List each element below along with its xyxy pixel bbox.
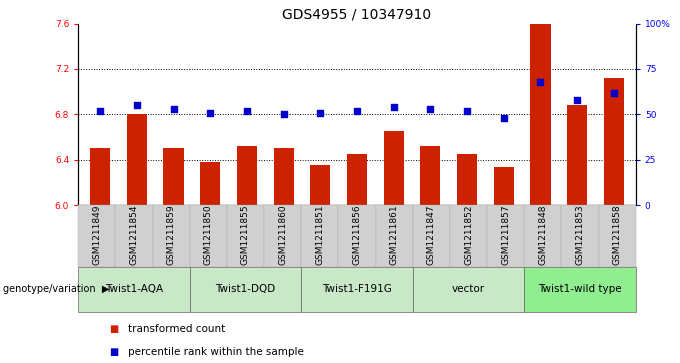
- Point: [352, 108, 362, 114]
- Bar: [126, 114, 147, 205]
- Point: [241, 108, 252, 114]
- Text: Twist1-DQD: Twist1-DQD: [216, 285, 275, 294]
- Bar: [494, 167, 514, 205]
- Text: Twist1-F191G: Twist1-F191G: [322, 285, 392, 294]
- Point: [609, 90, 619, 95]
- Title: GDS4955 / 10347910: GDS4955 / 10347910: [282, 7, 432, 21]
- Text: GSM1211856: GSM1211856: [352, 204, 362, 265]
- Bar: [163, 148, 184, 205]
- Text: GSM1211861: GSM1211861: [390, 204, 398, 265]
- Point: [95, 108, 105, 114]
- Bar: [90, 148, 110, 205]
- Point: [388, 104, 399, 110]
- Text: GSM1211854: GSM1211854: [129, 204, 139, 265]
- Bar: [457, 154, 477, 205]
- Bar: [237, 146, 257, 205]
- Text: Twist1-AQA: Twist1-AQA: [105, 285, 163, 294]
- Point: [462, 108, 473, 114]
- Text: GSM1211850: GSM1211850: [204, 204, 213, 265]
- Text: GSM1211860: GSM1211860: [278, 204, 287, 265]
- Bar: [310, 166, 330, 205]
- Text: GSM1211848: GSM1211848: [539, 204, 547, 265]
- Bar: [530, 24, 551, 205]
- Bar: [384, 131, 404, 205]
- Point: [535, 79, 546, 85]
- Bar: [347, 154, 367, 205]
- Bar: [273, 148, 294, 205]
- Point: [572, 97, 583, 103]
- Bar: [567, 105, 588, 205]
- Text: genotype/variation  ▶: genotype/variation ▶: [3, 285, 109, 294]
- Bar: [604, 78, 624, 205]
- Text: GSM1211855: GSM1211855: [241, 204, 250, 265]
- Text: vector: vector: [452, 285, 485, 294]
- Text: GSM1211858: GSM1211858: [613, 204, 622, 265]
- Point: [425, 106, 436, 112]
- Point: [168, 106, 179, 112]
- Text: transformed count: transformed count: [128, 323, 225, 334]
- Point: [315, 110, 326, 115]
- Point: [205, 110, 216, 115]
- Point: [278, 111, 289, 117]
- Point: [131, 102, 142, 108]
- Text: GSM1211847: GSM1211847: [427, 204, 436, 265]
- Point: [498, 115, 509, 121]
- Text: GSM1211857: GSM1211857: [501, 204, 510, 265]
- Bar: [200, 162, 220, 205]
- Bar: [420, 146, 441, 205]
- Text: GSM1211852: GSM1211852: [464, 204, 473, 265]
- Text: percentile rank within the sample: percentile rank within the sample: [128, 347, 304, 357]
- Text: GSM1211853: GSM1211853: [575, 204, 585, 265]
- Text: GSM1211851: GSM1211851: [316, 204, 324, 265]
- Text: Twist1-wild type: Twist1-wild type: [539, 285, 622, 294]
- Text: ■: ■: [109, 347, 118, 357]
- Text: GSM1211849: GSM1211849: [92, 204, 101, 265]
- Text: GSM1211859: GSM1211859: [167, 204, 175, 265]
- Text: ■: ■: [109, 323, 118, 334]
